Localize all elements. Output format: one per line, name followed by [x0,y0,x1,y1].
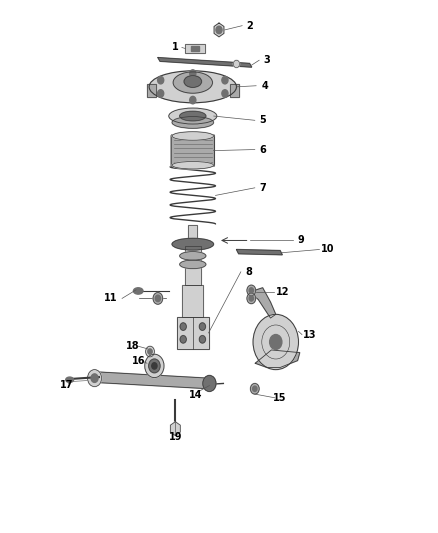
Bar [177,317,208,349]
Polygon shape [158,58,252,67]
Polygon shape [253,288,276,318]
Circle shape [247,285,256,296]
Ellipse shape [172,132,214,140]
Ellipse shape [149,71,237,103]
Text: 18: 18 [126,341,139,351]
Text: 9: 9 [298,236,304,246]
Text: 5: 5 [259,115,266,125]
Bar [182,285,203,317]
Circle shape [222,76,228,84]
Circle shape [249,288,254,293]
Ellipse shape [169,108,217,124]
Circle shape [216,26,222,34]
Text: 3: 3 [264,55,270,65]
Ellipse shape [172,161,214,169]
Ellipse shape [172,117,214,128]
Circle shape [145,354,164,377]
Ellipse shape [184,76,201,87]
Bar [230,84,239,98]
Text: 2: 2 [246,21,253,31]
Bar [147,84,155,98]
Ellipse shape [134,288,143,294]
Text: 14: 14 [189,390,203,400]
Circle shape [148,349,152,354]
Polygon shape [170,422,180,435]
Circle shape [190,70,196,77]
Polygon shape [90,372,215,389]
Polygon shape [214,23,224,37]
Bar [188,225,197,245]
Circle shape [203,375,216,391]
Text: 7: 7 [259,183,266,193]
Circle shape [158,76,164,84]
Bar [188,225,197,245]
Circle shape [149,359,160,373]
Circle shape [233,60,240,68]
Ellipse shape [180,111,206,121]
Circle shape [153,293,162,304]
Polygon shape [255,350,300,368]
Circle shape [155,295,160,302]
Ellipse shape [173,72,212,93]
Circle shape [199,336,205,343]
Circle shape [247,293,256,304]
Bar [185,44,205,53]
Circle shape [253,386,257,391]
Ellipse shape [180,252,206,260]
Bar [147,84,155,98]
Circle shape [152,363,157,369]
Circle shape [270,335,282,350]
Circle shape [199,323,205,330]
Text: 12: 12 [276,287,289,297]
Ellipse shape [180,260,206,269]
Text: 11: 11 [104,293,117,303]
Text: 13: 13 [303,329,317,340]
Bar [185,44,205,53]
Circle shape [91,374,98,382]
Text: 15: 15 [273,393,287,403]
Bar [191,46,199,51]
Circle shape [249,296,254,301]
Bar [185,246,201,285]
Circle shape [146,346,154,357]
FancyBboxPatch shape [171,135,215,166]
Text: 16: 16 [132,356,145,366]
Circle shape [180,323,186,330]
Circle shape [158,90,164,97]
Text: 1: 1 [172,43,179,52]
Circle shape [180,336,186,343]
Circle shape [190,96,196,104]
Circle shape [251,383,259,394]
Polygon shape [237,249,283,255]
Text: 19: 19 [169,432,182,442]
Circle shape [253,314,298,369]
Text: 10: 10 [321,245,334,254]
Bar [185,246,201,285]
Text: 8: 8 [245,267,252,277]
Bar [230,84,239,98]
Circle shape [88,369,102,386]
Bar [182,285,203,317]
Ellipse shape [172,238,214,250]
Ellipse shape [204,382,210,387]
Text: 6: 6 [259,144,266,155]
Bar [177,317,208,349]
Text: 17: 17 [60,379,74,390]
Ellipse shape [66,377,74,382]
Text: 4: 4 [261,81,268,91]
Circle shape [222,90,228,97]
